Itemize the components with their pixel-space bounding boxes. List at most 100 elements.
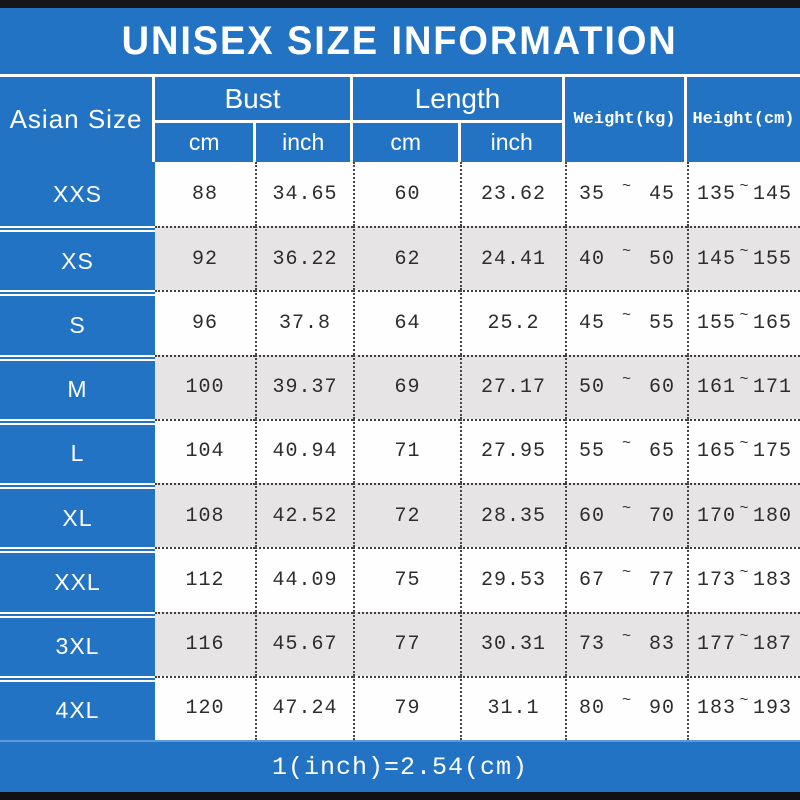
size-label: 4XL bbox=[0, 675, 155, 740]
length-inch-value: 31.1 bbox=[460, 675, 565, 740]
length-inch-value: 27.95 bbox=[460, 418, 565, 484]
weight-range: 45 ~ 55 bbox=[565, 290, 687, 355]
height-min-value: 170 bbox=[697, 504, 737, 528]
size-label: XXL bbox=[0, 547, 155, 612]
height-min-value: 173 bbox=[697, 568, 737, 592]
length-inch-value: 27.17 bbox=[460, 354, 565, 419]
bust-cm-value: 100 bbox=[155, 354, 255, 419]
weight-min-value: 60 bbox=[579, 504, 606, 528]
range-tilde: ~ bbox=[739, 371, 750, 389]
height-min-value: 183 bbox=[697, 697, 737, 721]
height-max-value: 180 bbox=[752, 504, 792, 528]
bottom-border-bar bbox=[0, 792, 800, 800]
height-max-value: 193 bbox=[752, 697, 792, 721]
header-bust-cm: cm bbox=[188, 129, 220, 155]
bust-inch-value: 37.8 bbox=[255, 290, 353, 355]
height-range: 170 ~ 180 bbox=[687, 483, 800, 548]
length-inch-value: 29.53 bbox=[460, 547, 565, 612]
header-bust-inch: inch bbox=[253, 123, 350, 162]
length-inch-value: 24.41 bbox=[460, 226, 565, 291]
length-cm-value: 62 bbox=[353, 226, 460, 291]
bust-inch-value: 45.67 bbox=[255, 611, 353, 676]
size-label: L bbox=[0, 418, 155, 484]
top-border-bar bbox=[0, 0, 800, 8]
range-tilde: ~ bbox=[621, 307, 632, 325]
table-header: Asian Size Bust cm inch Length cm inch W… bbox=[0, 77, 800, 162]
title-band: UNISEX SIZE INFORMATION bbox=[0, 8, 800, 77]
weight-min-value: 45 bbox=[579, 312, 606, 336]
length-cm-value: 79 bbox=[353, 675, 460, 740]
length-cm-value: 75 bbox=[353, 547, 460, 612]
weight-min-value: 67 bbox=[579, 568, 606, 592]
weight-max-value: 83 bbox=[648, 633, 675, 657]
size-label: S bbox=[0, 290, 155, 355]
height-max-value: 155 bbox=[752, 247, 792, 271]
footer-band: 1(inch)=2.54(cm) bbox=[0, 740, 800, 792]
header-length-inch: inch bbox=[458, 123, 562, 162]
weight-max-value: 65 bbox=[648, 440, 675, 464]
weight-max-value: 55 bbox=[648, 312, 675, 336]
bust-cm-value: 116 bbox=[155, 611, 255, 676]
bust-inch-value: 47.24 bbox=[255, 675, 353, 740]
header-bust-subrow: cm inch bbox=[155, 123, 350, 162]
bust-cm-value: 92 bbox=[155, 226, 255, 291]
header-length-subrow: cm inch bbox=[353, 123, 562, 162]
conversion-note: 1(inch)=2.54(cm) bbox=[271, 752, 529, 782]
height-max-value: 187 bbox=[752, 633, 792, 657]
range-tilde: ~ bbox=[739, 307, 750, 325]
weight-max-value: 90 bbox=[648, 697, 675, 721]
header-length-label: Length bbox=[353, 77, 562, 123]
height-range: 155 ~ 165 bbox=[687, 290, 800, 355]
header-asian-size: Asian Size bbox=[0, 77, 155, 162]
table-row: XL 108 42.52 72 28.35 60 ~ 70 170 ~ 180 bbox=[0, 483, 800, 548]
weight-max-value: 60 bbox=[648, 376, 675, 400]
weight-range: 50 ~ 60 bbox=[565, 354, 687, 419]
weight-min-value: 73 bbox=[579, 633, 606, 657]
table-row: M 100 39.37 69 27.17 50 ~ 60 161 ~ 171 bbox=[0, 354, 800, 419]
length-inch-value: 25.2 bbox=[460, 290, 565, 355]
weight-max-value: 70 bbox=[648, 504, 675, 528]
weight-min-value: 35 bbox=[579, 182, 606, 206]
length-cm-value: 77 bbox=[353, 611, 460, 676]
length-cm-value: 69 bbox=[353, 354, 460, 419]
height-max-value: 145 bbox=[752, 182, 792, 206]
page-title: UNISEX SIZE INFORMATION bbox=[121, 18, 679, 63]
height-min-value: 161 bbox=[697, 376, 737, 400]
height-max-value: 165 bbox=[752, 312, 792, 336]
weight-min-value: 40 bbox=[579, 247, 606, 271]
weight-range: 55 ~ 65 bbox=[565, 418, 687, 484]
height-range: 183 ~ 193 bbox=[687, 675, 800, 740]
height-range: 165 ~ 175 bbox=[687, 418, 800, 484]
height-min-value: 177 bbox=[697, 633, 737, 657]
range-tilde: ~ bbox=[739, 628, 750, 646]
table-row: S 96 37.8 64 25.2 45 ~ 55 155 ~ 165 bbox=[0, 290, 800, 355]
bust-cm-value: 88 bbox=[155, 162, 255, 227]
weight-range: 35 ~ 45 bbox=[565, 162, 687, 227]
table-row: XXL 112 44.09 75 29.53 67 ~ 77 173 ~ 183 bbox=[0, 547, 800, 612]
table-row: XXS 88 34.65 60 23.62 35 ~ 45 135 ~ 145 bbox=[0, 162, 800, 227]
weight-range: 60 ~ 70 bbox=[565, 483, 687, 548]
weight-range: 80 ~ 90 bbox=[565, 675, 687, 740]
height-max-value: 175 bbox=[752, 440, 792, 464]
bust-inch-value: 34.65 bbox=[255, 162, 353, 227]
range-tilde: ~ bbox=[621, 692, 632, 710]
height-min-value: 155 bbox=[697, 312, 737, 336]
weight-range: 73 ~ 83 bbox=[565, 611, 687, 676]
range-tilde: ~ bbox=[739, 499, 750, 517]
range-tilde: ~ bbox=[621, 242, 632, 260]
weight-min-value: 80 bbox=[579, 697, 606, 721]
range-tilde: ~ bbox=[739, 435, 750, 453]
weight-max-value: 77 bbox=[648, 568, 675, 592]
size-label: XXS bbox=[0, 162, 155, 227]
length-cm-value: 64 bbox=[353, 290, 460, 355]
table-row: L 104 40.94 71 27.95 55 ~ 65 165 ~ 175 bbox=[0, 418, 800, 484]
height-range: 177 ~ 187 bbox=[687, 611, 800, 676]
header-group-bust: Bust cm inch bbox=[155, 77, 353, 162]
length-inch-value: 23.62 bbox=[460, 162, 565, 227]
weight-min-value: 50 bbox=[579, 376, 606, 400]
length-cm-value: 60 bbox=[353, 162, 460, 227]
length-cm-value: 71 bbox=[353, 418, 460, 484]
size-label: M bbox=[0, 354, 155, 419]
range-tilde: ~ bbox=[621, 435, 632, 453]
header-bust-label: Bust bbox=[155, 77, 350, 123]
